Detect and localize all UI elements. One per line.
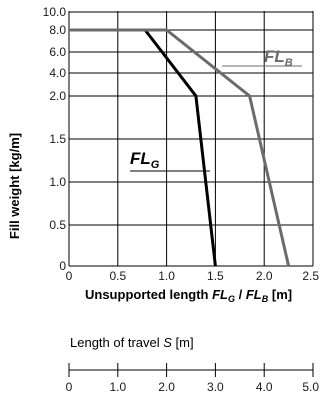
travel-tick-label: 3.0 — [207, 380, 224, 394]
y-tick-label: 4.0 — [49, 66, 66, 80]
x-tick-label: 0.5 — [109, 269, 126, 283]
tick-labels: 0 0.5 1.0 1.5 2.0 4.0 6.0 8.0 10.0 0 0.5 1.0 1.5 2.0 2… — [43, 5, 320, 283]
series-line-fl-g — [69, 28, 217, 267]
x-tick-label: 0 — [66, 269, 73, 283]
y-tick-label: 8.0 — [49, 23, 66, 37]
x-axis-title: Unsupported length FLG / FLB [m] — [85, 287, 292, 304]
y-tick-label: 1.5 — [49, 132, 66, 146]
y-tick-label: 2.0 — [49, 89, 66, 103]
travel-tick-label: 4.0 — [256, 380, 273, 394]
y-tick-label: 0 — [59, 259, 66, 273]
x-tick-label: 2.0 — [256, 269, 273, 283]
grid — [68, 11, 314, 267]
x-tick-label: 1.5 — [207, 269, 224, 283]
series-lines — [69, 28, 291, 267]
y-axis-title: Fill weight [kg/m] — [7, 133, 22, 239]
x-tick-label: 1.0 — [158, 269, 175, 283]
travel-tick-label: 2.0 — [158, 380, 175, 394]
y-tick-label: 10.0 — [43, 5, 67, 19]
travel-axis: 0 1.0 2.0 3.0 4.0 5.0 — [66, 363, 319, 394]
y-tick-label: 6.0 — [49, 45, 66, 59]
series-line-fl-b — [69, 28, 291, 267]
svg-text:FLB: FLB — [264, 47, 293, 69]
x-tick-label: 2.5 — [302, 269, 319, 283]
series-label-fl-b: FLB — [264, 47, 293, 69]
travel-tick-label: 1.0 — [109, 380, 126, 394]
series-label-fl-g: FLG — [130, 149, 160, 171]
travel-axis-title: Length of travel S [m] — [70, 335, 194, 350]
svg-text:FLG: FLG — [130, 149, 160, 171]
travel-tick-label: 5.0 — [302, 380, 319, 394]
y-tick-label: 0.5 — [49, 218, 66, 232]
travel-tick-label: 0 — [66, 380, 73, 394]
y-tick-label: 1.0 — [49, 175, 66, 189]
